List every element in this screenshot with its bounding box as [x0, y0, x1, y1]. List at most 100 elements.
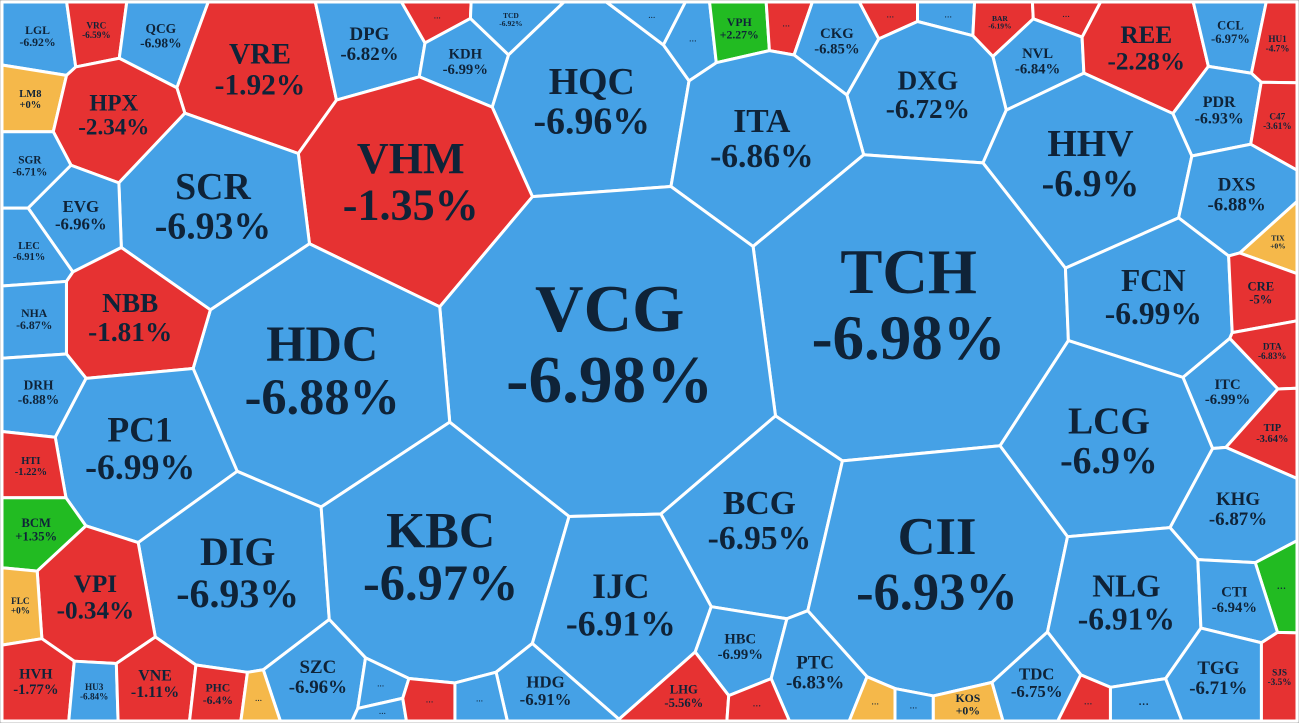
- cell-change: -6.99%: [1105, 296, 1202, 331]
- cell: TCH-6.98%: [751, 153, 1070, 463]
- cell-change: -6.9%: [1060, 440, 1158, 482]
- cell: LHG-5.56%: [617, 650, 731, 723]
- cell-ticker: LM8: [19, 89, 41, 100]
- cell-change: -1.92%: [215, 69, 306, 101]
- cell: CTI-6.94%: [1196, 558, 1280, 645]
- cell-ticker: HU3: [85, 682, 104, 692]
- cell-ticker: DIG: [200, 529, 275, 574]
- cell-ticker: …: [648, 12, 655, 20]
- cell: VHM-1.35%: [296, 75, 534, 309]
- cell-change: -6.75%: [1011, 682, 1063, 701]
- cell-change: -6.98%: [812, 303, 1006, 373]
- cell-change: -3.64%: [1256, 434, 1288, 445]
- cell-ticker: CRE: [1248, 279, 1275, 293]
- cell-ticker: HTI: [21, 456, 40, 467]
- cell-ticker: …: [426, 696, 434, 705]
- cell-ticker: PDR: [1203, 94, 1236, 111]
- cell-ticker: PC1: [107, 409, 172, 449]
- cell-ticker: TGG: [1197, 658, 1239, 679]
- cell-change: -6.71%: [1189, 678, 1247, 699]
- cell-ticker: CKG: [820, 26, 854, 42]
- cell-change: -6.83%: [786, 673, 844, 694]
- cell-ticker: EVG: [63, 197, 99, 216]
- cell-ticker: ITC: [1214, 377, 1240, 393]
- cell-ticker: …: [1062, 10, 1070, 19]
- cell-ticker: NVL: [1022, 46, 1053, 62]
- cell-ticker: BCM: [22, 516, 51, 530]
- cell-change: +0%: [20, 100, 42, 111]
- cell-change: -1.22%: [15, 467, 47, 478]
- cell: CRE-5%: [1227, 251, 1299, 335]
- cell-ticker: HDG: [526, 672, 564, 691]
- cell-change: -6.99%: [1205, 392, 1250, 408]
- cell: NLG-6.91%: [1045, 526, 1203, 689]
- cell-ticker: …: [753, 699, 761, 708]
- cell: SJS-3.5%: [1259, 630, 1299, 723]
- cell-change: -1.77%: [13, 682, 58, 698]
- cell-ticker: CII: [898, 508, 977, 566]
- cell: NHA-6.87%: [0, 279, 68, 360]
- cell-change: -6.88%: [1208, 194, 1266, 215]
- cell-ticker: KOS: [955, 692, 980, 705]
- cell-change: -6.4%: [203, 694, 233, 707]
- cell-shape: [239, 668, 282, 723]
- cell-ticker: SJS: [1272, 667, 1287, 677]
- cell-ticker: …: [377, 681, 384, 689]
- cell-ticker: SCR: [175, 166, 251, 208]
- cell-change: +0%: [11, 606, 30, 616]
- cell-ticker: C47: [1269, 112, 1285, 122]
- cell-ticker: QCG: [146, 21, 177, 36]
- cell: TDC-6.75%: [990, 630, 1083, 723]
- cell-ticker: TIP: [1264, 423, 1282, 434]
- cell-change: -4.7%: [1266, 44, 1290, 54]
- cell-ticker: VHM: [357, 134, 465, 183]
- cell-change: -1.11%: [131, 684, 179, 701]
- cell-ticker: …: [1084, 697, 1092, 706]
- cell: EVG-6.96%: [26, 163, 123, 274]
- cell-ticker: HDC: [266, 316, 378, 372]
- cell: BCM+1.35%: [0, 496, 88, 573]
- cell-ticker: DTA: [1263, 341, 1282, 351]
- cell-change: -6.92%: [19, 36, 55, 49]
- cell-ticker: …: [910, 701, 918, 710]
- cell: …: [239, 668, 282, 723]
- cell-change: -6.88%: [18, 392, 59, 407]
- cell-change: -6.99%: [718, 647, 763, 663]
- cell-change: -6.87%: [16, 319, 52, 332]
- cell-change: -3.5%: [1268, 677, 1292, 687]
- cell-change: -6.93%: [155, 206, 272, 248]
- cell-change: -0.34%: [57, 597, 135, 624]
- cell: HDC-6.88%: [191, 242, 452, 509]
- cell: NBB-1.81%: [64, 246, 212, 380]
- cell-change: +2.27%: [720, 28, 759, 41]
- cell-change: -2.28%: [1107, 49, 1185, 76]
- cell-ticker: DXG: [898, 65, 959, 95]
- cell-change: -6.91%: [566, 604, 676, 644]
- cell-ticker: HQC: [549, 61, 635, 103]
- cell: DPG-6.82%: [313, 0, 427, 102]
- cell: DXG-6.72%: [845, 20, 1008, 165]
- cell-change: -6.59%: [82, 30, 110, 40]
- cell-ticker: REE: [1120, 22, 1172, 49]
- cell-change: -6.88%: [245, 369, 400, 425]
- cell-ticker: KDH: [449, 47, 483, 63]
- cell-ticker: VRE: [229, 38, 291, 70]
- cell: QCG-6.98%: [117, 0, 210, 90]
- cell-ticker: KBC: [386, 502, 495, 558]
- cell-ticker: HVH: [19, 666, 53, 682]
- cell-ticker: DRH: [24, 378, 54, 393]
- cell-ticker: SZC: [300, 657, 337, 678]
- cell-ticker: VPH: [727, 16, 752, 29]
- cell-change: -6.93%: [1195, 111, 1244, 128]
- cell-change: -6.19%: [988, 22, 1011, 31]
- cell-change: -6.71%: [12, 166, 47, 178]
- cell-ticker: …: [476, 696, 483, 704]
- cell-ticker: VNE: [138, 667, 172, 684]
- cell-change: -6.82%: [340, 44, 398, 65]
- cell-ticker: TIX: [1271, 234, 1285, 243]
- cell: VCG-6.98%: [438, 184, 778, 518]
- cell-change: -6.99%: [443, 62, 488, 78]
